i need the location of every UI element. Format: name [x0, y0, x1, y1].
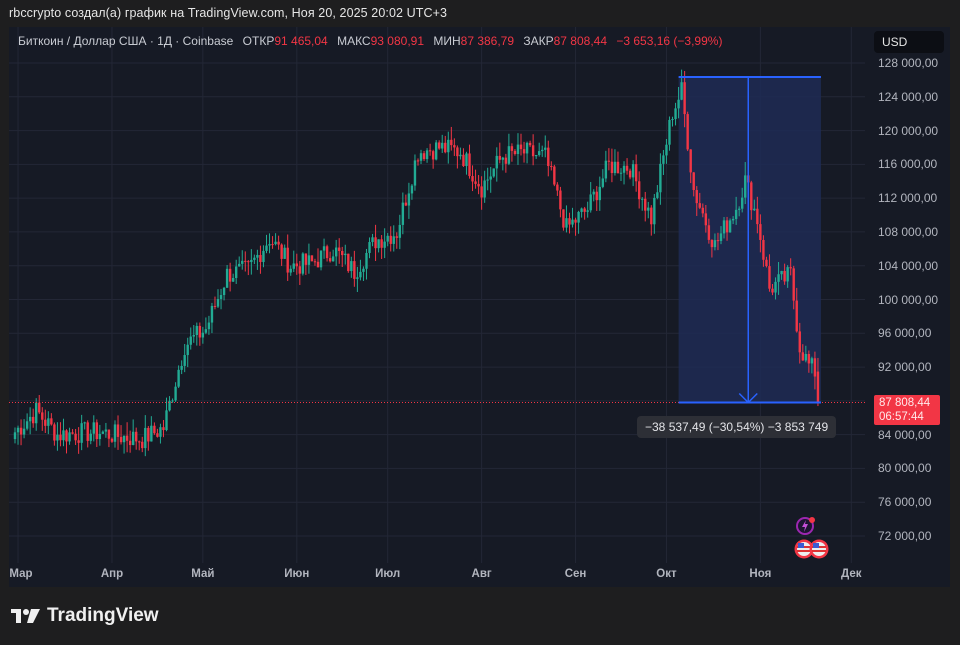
symbol-title[interactable]: Биткоин / Доллар США · 1Д · Coinbase [18, 34, 234, 48]
price-tick-label: 124 000,00 [878, 89, 939, 104]
open-value: 91 465,04 [274, 34, 328, 48]
tradingview-logo[interactable]: TradingView [11, 605, 159, 627]
price-tick-label: 120 000,00 [878, 123, 939, 138]
low-label: МИН [433, 34, 461, 48]
price-tick-label: 92 000,00 [878, 360, 932, 375]
measure-label: −38 537,49 (−30,54%) −3 853 749 [637, 416, 837, 438]
tradingview-logo-icon [11, 609, 40, 623]
time-tick-label: Авг [471, 568, 492, 580]
price-tick-label: 128 000,00 [878, 56, 939, 70]
price-tick-label: 72 000,00 [878, 529, 932, 543]
open-label: ОТКР [242, 34, 275, 48]
us-economic-events-icon[interactable] [793, 538, 835, 565]
time-tick-label: Апр [100, 568, 124, 580]
candlestick-chart[interactable] [9, 27, 865, 563]
price-scale[interactable]: 128 000,00 124 000,00 120 000,00 116 000,00… [865, 27, 950, 587]
price-tick-label: 108 000,00 [878, 224, 939, 239]
change-value: −3 653,16 (−3,99%) [616, 34, 723, 48]
low-value: 87 386,79 [460, 34, 515, 48]
time-tick-label: Июн [284, 568, 310, 580]
close-value: 87 808,44 [553, 34, 608, 48]
time-axis[interactable]: Мар Апр Май Июн Июл Авг Сен Окт Ноя Дек [9, 563, 865, 587]
time-tick-label: Июл [375, 568, 401, 580]
price-tick-label: 104 000,00 [878, 258, 939, 273]
high-label: МАКС [337, 34, 371, 48]
high-value: 93 080,91 [370, 34, 424, 48]
time-tick-label: Окт [656, 568, 677, 580]
bar-countdown: 06:57:44 [879, 411, 924, 423]
lightning-event-icon[interactable] [795, 515, 817, 542]
symbol-legend: Биткоин / Доллар США · 1Д · Coinbase ОТК… [18, 34, 722, 48]
current-price: 87 808,44 [879, 397, 931, 409]
currency-button[interactable]: USD [874, 31, 944, 53]
price-tick-label: 96 000,00 [878, 326, 932, 341]
price-tick-label: 112 000,00 [878, 191, 938, 206]
price-tick-label: 76 000,00 [878, 495, 932, 510]
measure-area [678, 76, 821, 403]
time-tick-label: Ноя [749, 568, 772, 580]
price-tick-label: 100 000,00 [878, 292, 939, 307]
current-price-badge: 87 808,44 06:57:44 [874, 395, 940, 425]
chart-credit: rbccrypto создал(а) график на TradingVie… [9, 6, 448, 20]
time-tick-label: Май [191, 568, 215, 580]
tradingview-logo-text: TradingView [47, 605, 159, 626]
price-tick-label: 116 000,00 [878, 157, 938, 172]
time-tick-label: Сен [564, 568, 587, 580]
measure-arrow-icon [738, 392, 758, 404]
price-tick-label: 80 000,00 [878, 461, 932, 476]
close-label: ЗАКР [523, 34, 554, 48]
price-tick-label: 84 000,00 [878, 427, 932, 442]
time-tick-label: Мар [9, 568, 33, 580]
time-tick-label: Дек [841, 568, 862, 580]
